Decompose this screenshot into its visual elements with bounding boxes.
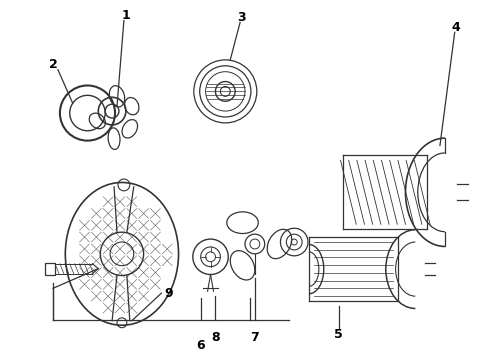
- Text: 9: 9: [164, 287, 172, 300]
- Text: 1: 1: [122, 9, 130, 22]
- Text: 7: 7: [250, 331, 259, 344]
- Text: 8: 8: [211, 331, 220, 344]
- Text: 6: 6: [196, 339, 205, 352]
- Text: 3: 3: [237, 11, 245, 24]
- Text: 2: 2: [49, 58, 57, 71]
- Bar: [45, 263, 55, 275]
- Text: 4: 4: [451, 21, 460, 34]
- Text: 5: 5: [334, 328, 343, 341]
